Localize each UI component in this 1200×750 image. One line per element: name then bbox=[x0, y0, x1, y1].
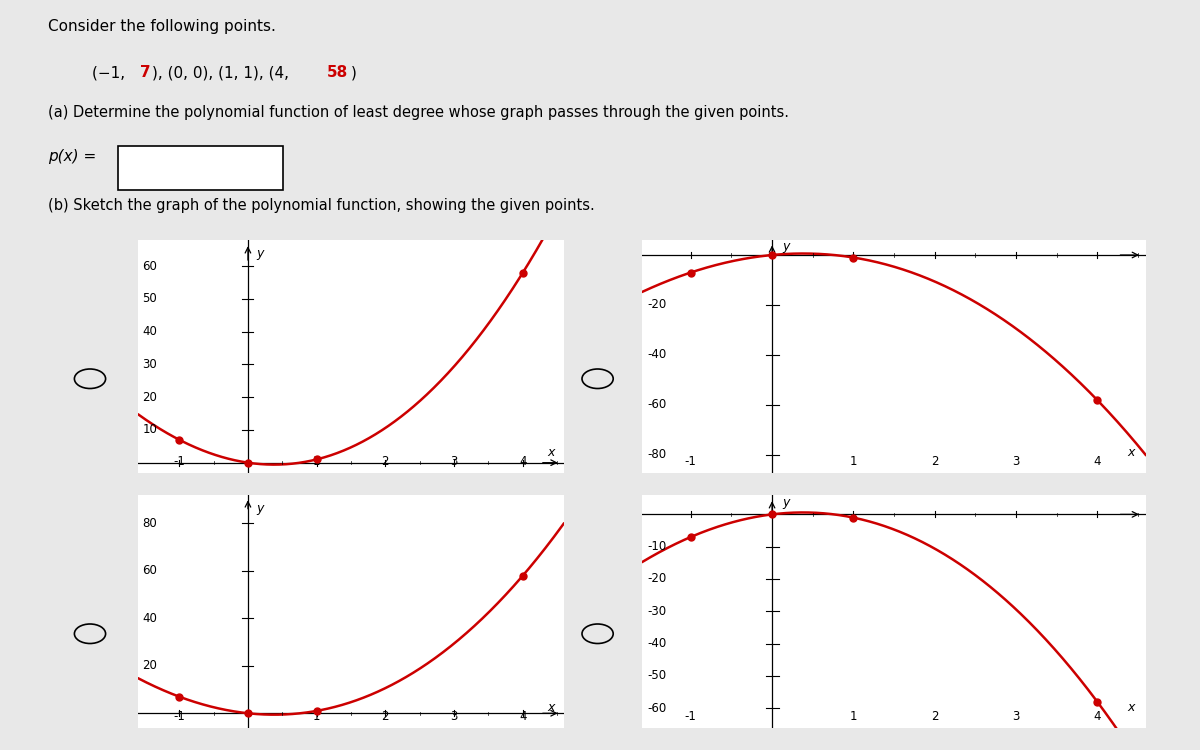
Text: (−1,: (−1, bbox=[92, 65, 130, 80]
Text: -1: -1 bbox=[685, 454, 697, 468]
Text: -10: -10 bbox=[647, 540, 666, 554]
Text: 50: 50 bbox=[143, 292, 157, 305]
Text: x: x bbox=[1128, 446, 1135, 458]
Text: -40: -40 bbox=[647, 349, 666, 361]
Text: 7: 7 bbox=[139, 65, 150, 80]
Text: 2: 2 bbox=[382, 454, 389, 468]
Text: 2: 2 bbox=[931, 454, 938, 468]
Text: 3: 3 bbox=[1013, 454, 1020, 468]
Text: x: x bbox=[547, 700, 554, 713]
Text: -20: -20 bbox=[647, 298, 666, 311]
Text: 4: 4 bbox=[1093, 454, 1100, 468]
Text: y: y bbox=[782, 241, 790, 254]
Text: 30: 30 bbox=[143, 358, 157, 371]
Text: -1: -1 bbox=[173, 710, 185, 723]
Text: 1: 1 bbox=[313, 454, 320, 468]
Text: 1: 1 bbox=[850, 454, 857, 468]
Text: x: x bbox=[1128, 700, 1135, 713]
Text: 80: 80 bbox=[143, 517, 157, 530]
Text: y: y bbox=[257, 502, 264, 515]
Text: p(x) =: p(x) = bbox=[48, 149, 96, 164]
Text: y: y bbox=[782, 496, 790, 508]
FancyBboxPatch shape bbox=[118, 146, 283, 190]
Text: ), (0, 0), (1, 1), (4,: ), (0, 0), (1, 1), (4, bbox=[151, 65, 294, 80]
Text: -60: -60 bbox=[647, 398, 666, 412]
Text: x: x bbox=[547, 446, 554, 458]
Text: 2: 2 bbox=[382, 710, 389, 723]
Text: -1: -1 bbox=[173, 454, 185, 468]
Text: 4: 4 bbox=[1093, 710, 1100, 723]
Text: 4: 4 bbox=[520, 710, 527, 723]
Text: 4: 4 bbox=[520, 454, 527, 468]
Text: ): ) bbox=[350, 65, 356, 80]
Text: -60: -60 bbox=[647, 702, 666, 715]
Text: -30: -30 bbox=[647, 604, 666, 618]
Text: 20: 20 bbox=[143, 391, 157, 404]
Text: Consider the following points.: Consider the following points. bbox=[48, 20, 276, 34]
Text: (a) Determine the polynomial function of least degree whose graph passes through: (a) Determine the polynomial function of… bbox=[48, 105, 790, 120]
Text: -20: -20 bbox=[647, 572, 666, 586]
Text: 3: 3 bbox=[1013, 710, 1020, 723]
Text: 10: 10 bbox=[143, 424, 157, 436]
Text: 60: 60 bbox=[143, 260, 157, 273]
Text: 1: 1 bbox=[850, 710, 857, 723]
Text: -1: -1 bbox=[685, 710, 697, 723]
Text: 3: 3 bbox=[450, 710, 457, 723]
Text: 40: 40 bbox=[143, 612, 157, 625]
Text: 60: 60 bbox=[143, 565, 157, 578]
Text: 3: 3 bbox=[450, 454, 457, 468]
Text: 58: 58 bbox=[328, 65, 348, 80]
Text: 2: 2 bbox=[931, 710, 938, 723]
Text: y: y bbox=[257, 247, 264, 259]
Text: -40: -40 bbox=[647, 637, 666, 650]
Text: 20: 20 bbox=[143, 659, 157, 672]
Text: 40: 40 bbox=[143, 326, 157, 338]
Text: -80: -80 bbox=[647, 448, 666, 461]
Text: (b) Sketch the graph of the polynomial function, showing the given points.: (b) Sketch the graph of the polynomial f… bbox=[48, 198, 595, 213]
Text: 1: 1 bbox=[313, 710, 320, 723]
Text: -50: -50 bbox=[647, 669, 666, 682]
